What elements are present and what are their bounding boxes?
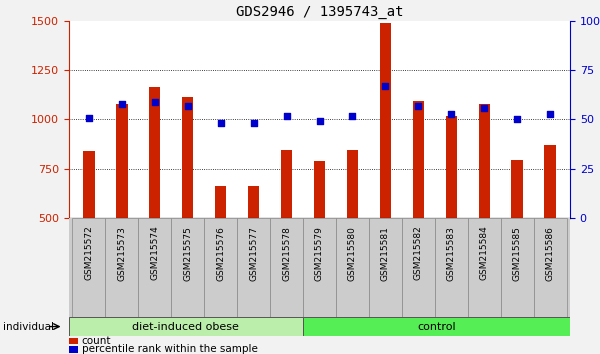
Point (84, 115, 94, 120)
Bar (380, 23, 391, 316)
Text: GSM215574: GSM215574 (150, 225, 159, 280)
Text: GSM215573: GSM215573 (117, 225, 126, 280)
Bar (72, 218, 105, 317)
Bar (534, 218, 567, 317)
Text: GSM215581: GSM215581 (381, 225, 390, 280)
Text: GSM215577: GSM215577 (249, 225, 258, 280)
Text: count: count (82, 336, 111, 346)
Text: individual: individual (4, 321, 55, 332)
Bar (116, 104, 128, 316)
Point (512, 116, 522, 122)
Text: control: control (417, 321, 456, 332)
Point (347, 113, 357, 118)
Bar (237, 218, 270, 317)
Point (479, 105, 489, 110)
Bar (182, 97, 193, 316)
Bar (69, 218, 570, 317)
Text: GSM215586: GSM215586 (546, 225, 555, 280)
Bar (69, 317, 303, 336)
Point (216, 121, 226, 126)
Bar (83, 151, 95, 316)
Point (249, 121, 259, 126)
Bar (501, 218, 534, 317)
Point (446, 111, 456, 116)
Title: GDS2946 / 1395743_at: GDS2946 / 1395743_at (236, 5, 403, 19)
Bar (69, 346, 78, 353)
Point (183, 103, 193, 109)
Text: GSM215575: GSM215575 (183, 225, 192, 280)
Bar (511, 160, 523, 316)
Text: percentile rank within the sample: percentile rank within the sample (82, 344, 257, 354)
Point (380, 83, 390, 89)
Point (282, 113, 292, 118)
Text: GSM215578: GSM215578 (282, 225, 291, 280)
Point (545, 111, 555, 116)
Text: GSM215572: GSM215572 (84, 225, 93, 280)
Bar (248, 186, 259, 316)
Bar (303, 218, 336, 317)
Bar (347, 150, 358, 316)
Text: GSM215580: GSM215580 (348, 225, 357, 280)
Point (413, 103, 423, 109)
Text: GSM215584: GSM215584 (480, 225, 489, 280)
Text: GSM215583: GSM215583 (447, 225, 456, 280)
Bar (270, 218, 303, 317)
Bar (215, 186, 226, 316)
Bar (171, 218, 204, 317)
Point (150, 99, 160, 105)
Bar (413, 101, 424, 316)
Bar (314, 161, 325, 316)
Bar (105, 218, 138, 317)
Bar (402, 218, 435, 317)
Bar (544, 145, 556, 316)
Text: GSM215585: GSM215585 (513, 225, 522, 280)
Bar (479, 104, 490, 316)
Bar (149, 87, 160, 316)
Point (117, 101, 127, 107)
Bar (369, 218, 402, 317)
Text: GSM215582: GSM215582 (414, 225, 423, 280)
Bar (468, 218, 501, 317)
Bar (69, 338, 78, 344)
Bar (138, 218, 171, 317)
Bar (303, 317, 570, 336)
Text: diet-induced obese: diet-induced obese (133, 321, 239, 332)
Bar (435, 218, 468, 317)
Bar (446, 115, 457, 316)
Bar (281, 150, 292, 316)
Point (315, 119, 325, 124)
Bar (204, 218, 237, 317)
Text: GSM215579: GSM215579 (315, 225, 324, 280)
Bar (336, 218, 369, 317)
Text: GSM215576: GSM215576 (216, 225, 225, 280)
